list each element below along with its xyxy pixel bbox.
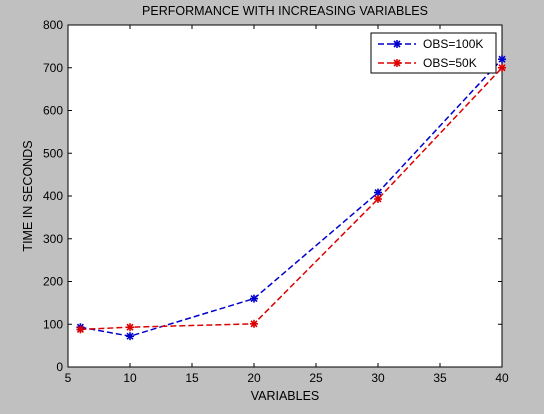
plot-area [67, 24, 503, 368]
x-tick-label: 15 [185, 371, 199, 385]
x-tick-label: 40 [495, 371, 509, 385]
legend-box [370, 32, 497, 74]
data-point-marker [126, 332, 134, 341]
x-tick-label: 25 [309, 371, 323, 385]
y-tick-label: 600 [43, 104, 63, 118]
y-tick-label: 0 [56, 360, 63, 374]
data-point-marker [250, 294, 258, 303]
data-point-marker [126, 323, 134, 332]
y-tick-label: 200 [43, 275, 63, 289]
data-point-marker [498, 63, 506, 72]
legend-marker [393, 40, 401, 48]
x-tick-label: 5 [65, 371, 72, 385]
y-tick-label: 500 [43, 146, 63, 160]
y-tick-label: 700 [43, 61, 63, 75]
x-tick-label: 30 [371, 371, 385, 385]
y-tick-label: 800 [43, 18, 63, 32]
y-tick-label: 300 [43, 232, 63, 246]
data-point-marker [250, 319, 258, 328]
y-axis-label: TIME IN SECONDS [21, 140, 35, 251]
y-tick-label: 100 [43, 317, 63, 331]
legend-marker [393, 59, 401, 67]
series-layer [76, 55, 506, 341]
legend-label: OBS=100K [423, 37, 483, 51]
x-tick-label: 35 [433, 371, 447, 385]
y-tick-label: 400 [43, 189, 63, 203]
x-tick-label: 10 [123, 371, 137, 385]
legend-entries: OBS=100K OBS=50K [378, 37, 483, 70]
x-axis-label: VARIABLES [251, 389, 320, 403]
data-point-marker [498, 55, 506, 64]
legend: OBS=100K OBS=50K [370, 32, 497, 74]
chart-title: PERFORMANCE WITH INCREASING VARIABLES [142, 4, 428, 18]
data-point-marker [76, 325, 85, 334]
data-point-marker [374, 194, 382, 203]
legend-label: OBS=50K [423, 56, 477, 70]
x-tick-label: 20 [247, 371, 261, 385]
